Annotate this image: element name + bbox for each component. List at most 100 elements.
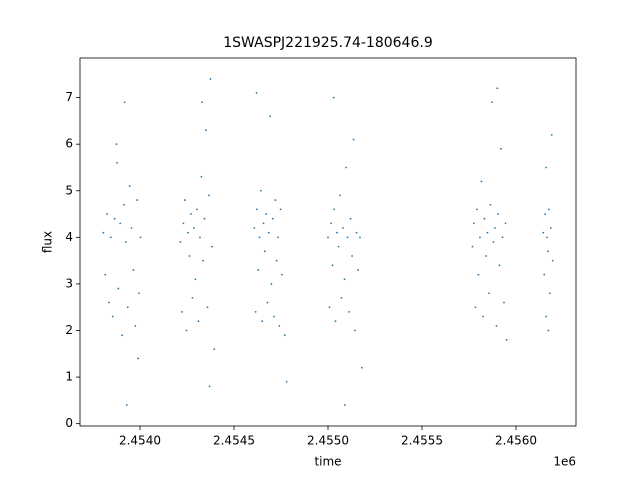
plot-frame xyxy=(79,57,577,427)
y-tick-label: 0 xyxy=(65,416,73,430)
point xyxy=(279,208,282,211)
point xyxy=(261,320,264,323)
point xyxy=(500,147,502,150)
point xyxy=(342,227,344,229)
point xyxy=(476,208,478,211)
point xyxy=(546,236,548,239)
point xyxy=(285,380,288,383)
point xyxy=(197,320,200,323)
point xyxy=(128,185,131,188)
point xyxy=(348,310,350,313)
point xyxy=(267,231,270,234)
point xyxy=(121,334,124,337)
x-tick-label: 2.4560 xyxy=(495,434,537,448)
point xyxy=(346,236,349,239)
point xyxy=(200,175,203,178)
y-axis-label: flux xyxy=(41,231,55,253)
point xyxy=(544,213,547,215)
point xyxy=(257,269,260,271)
x-tick-label: 2.4540 xyxy=(119,434,161,448)
y-tick-label: 5 xyxy=(65,183,73,197)
point xyxy=(258,236,261,239)
point xyxy=(339,194,341,197)
point xyxy=(256,208,258,211)
point xyxy=(495,324,498,327)
point xyxy=(486,231,489,234)
point xyxy=(208,194,210,197)
point xyxy=(545,166,548,169)
point xyxy=(255,92,258,94)
point xyxy=(474,306,477,309)
point xyxy=(213,348,216,351)
point xyxy=(184,199,186,201)
point xyxy=(542,231,545,234)
point xyxy=(201,101,203,104)
point xyxy=(108,301,110,304)
x-axis-label: time xyxy=(314,455,341,469)
y-tick-label: 3 xyxy=(65,276,73,290)
point xyxy=(327,236,329,239)
point xyxy=(182,222,185,225)
point xyxy=(117,287,120,290)
point xyxy=(345,166,347,169)
point xyxy=(494,227,496,229)
point xyxy=(473,222,475,225)
chart-title: 1SWASPJ221925.74-180646.9 xyxy=(223,35,432,51)
point xyxy=(547,250,549,253)
point xyxy=(359,236,361,239)
point xyxy=(208,385,211,388)
point xyxy=(340,296,343,299)
y-tick-label: 4 xyxy=(65,230,73,244)
x-tick-label: 2.4545 xyxy=(213,434,255,448)
point xyxy=(191,296,194,299)
point xyxy=(548,208,550,211)
point xyxy=(551,259,554,262)
point xyxy=(265,213,268,215)
point xyxy=(477,273,480,276)
point xyxy=(360,366,363,369)
point xyxy=(501,236,504,239)
point xyxy=(111,315,114,318)
point xyxy=(124,241,127,243)
point xyxy=(193,227,195,229)
point xyxy=(116,161,118,164)
point xyxy=(109,236,112,239)
point xyxy=(134,324,137,327)
point xyxy=(202,259,204,262)
point xyxy=(123,101,126,104)
point xyxy=(471,245,474,248)
point xyxy=(123,203,125,206)
point xyxy=(104,273,107,276)
point xyxy=(328,306,331,309)
point xyxy=(196,208,198,211)
point xyxy=(253,227,256,229)
point xyxy=(547,329,550,332)
x-tick-label: 2.4555 xyxy=(401,434,443,448)
point xyxy=(488,292,490,295)
point xyxy=(355,231,358,234)
point xyxy=(266,301,269,304)
point xyxy=(504,222,507,225)
point xyxy=(343,278,346,281)
point xyxy=(357,269,359,271)
point xyxy=(203,217,206,220)
point xyxy=(496,87,499,90)
point xyxy=(349,217,352,220)
point xyxy=(209,78,212,80)
point xyxy=(139,236,142,239)
point xyxy=(254,310,257,313)
point xyxy=(137,357,139,360)
point xyxy=(278,324,281,327)
point xyxy=(126,306,129,309)
point xyxy=(274,199,277,201)
point xyxy=(480,180,483,183)
point xyxy=(263,250,266,253)
point xyxy=(125,404,128,406)
point xyxy=(211,245,213,248)
point xyxy=(344,404,346,406)
point xyxy=(106,213,108,215)
point xyxy=(497,213,499,215)
y-tick-label: 1 xyxy=(65,370,73,384)
